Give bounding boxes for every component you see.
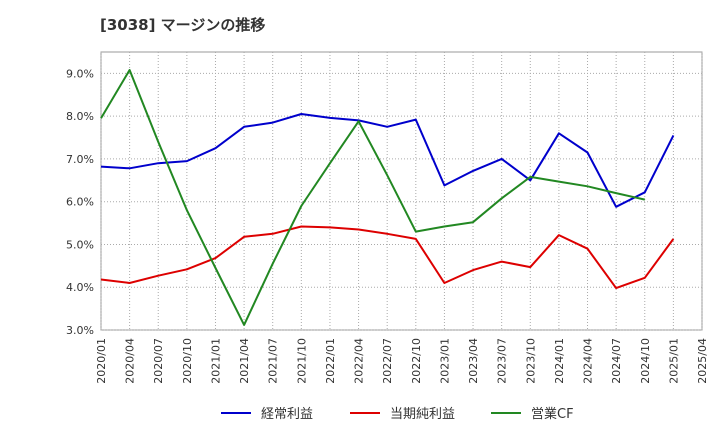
legend-label: 営業CF [531, 406, 574, 422]
x-tick-labels: 2020/01 2020/04 2020/07 2020/10 2021/01 2021/… [95, 338, 709, 384]
x-tick-label: 2022/07 [381, 338, 394, 384]
series-line-3 [100, 69, 646, 326]
plot-frame [100, 51, 703, 331]
x-tick-label: 2020/01 [95, 338, 108, 384]
x-tick-label: 2022/04 [353, 338, 366, 384]
grid-layer [100, 51, 703, 331]
y-tick-label: 3.0% [66, 324, 94, 337]
y-tick-label: 7.0% [66, 153, 94, 166]
y-tick-label: 9.0% [66, 67, 94, 80]
x-tick-label: 2020/07 [152, 338, 165, 384]
x-tick-label: 2020/10 [181, 338, 194, 384]
x-tick-label: 2023/07 [496, 338, 509, 384]
x-tick-label: 2021/07 [267, 338, 280, 384]
x-tick-label: 2022/10 [410, 338, 423, 384]
x-tick-label: 2022/01 [324, 338, 337, 384]
series-layer [100, 69, 675, 326]
x-tick-label: 2024/01 [553, 338, 566, 384]
x-tick-label: 2024/07 [610, 338, 623, 384]
legend-label: 経常利益 [261, 407, 313, 422]
x-tick-label: 2021/10 [295, 338, 308, 384]
y-tick-label: 4.0% [66, 281, 94, 294]
x-tick-label: 2023/10 [524, 338, 537, 384]
legend-label: 当期純利益 [390, 407, 455, 422]
y-tick-label: 8.0% [66, 110, 94, 123]
y-tick-label: 5.0% [66, 238, 94, 251]
legend: 経常利益 当期純利益 営業CF [221, 406, 574, 422]
series-line-2 [100, 225, 675, 290]
x-tick-label: 2020/04 [124, 338, 137, 384]
x-tick-label: 2023/04 [467, 338, 480, 384]
x-tick-label: 2021/01 [209, 338, 222, 384]
x-tick-label: 2025/04 [696, 338, 709, 384]
y-tick-label: 6.0% [66, 196, 94, 209]
series-line-1 [100, 113, 675, 208]
x-tick-label: 2024/04 [582, 338, 595, 384]
x-tick-label: 2024/10 [639, 338, 652, 384]
chart-title: [3038] マージンの推移 [100, 16, 265, 34]
x-tick-label: 2021/04 [238, 338, 251, 384]
y-tick-labels: 3.0% 4.0% 5.0% 6.0% 7.0% 8.0% 9.0% [66, 67, 94, 337]
x-tick-label: 2025/01 [667, 338, 680, 384]
x-tick-label: 2023/01 [438, 338, 451, 384]
